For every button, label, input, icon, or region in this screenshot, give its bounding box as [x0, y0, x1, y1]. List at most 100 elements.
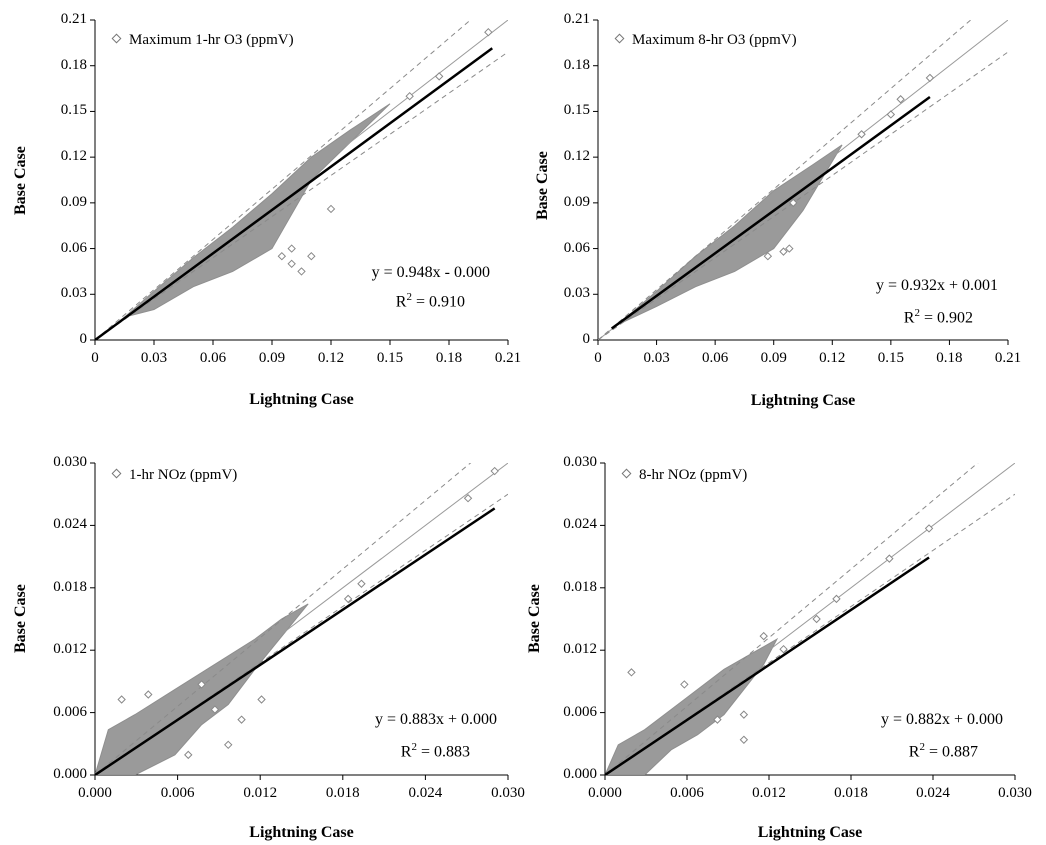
r-squared: R2 = 0.887 — [778, 742, 978, 760]
x-tick-label: 0.030 — [998, 785, 1032, 801]
r-squared-value: = 0.887 — [924, 743, 978, 761]
legend-label: 1-hr NOz (ppmV) — [129, 467, 238, 483]
legend-marker-icon — [111, 468, 122, 479]
one-to-one-line — [598, 20, 1008, 340]
data-point — [144, 690, 153, 699]
data-point — [680, 680, 689, 689]
x-tick-label: 0.006 — [670, 785, 704, 801]
r-squared-label: R — [400, 743, 412, 761]
plot-clip-group — [95, 20, 508, 340]
regression-equation: y = 0.948x - 0.000 — [371, 264, 490, 281]
y-tick-label: 0.18 — [60, 56, 87, 73]
x-axis-title: Lightning Case — [750, 392, 856, 409]
plot-area — [90, 462, 509, 780]
data-point — [197, 680, 206, 689]
y-axis-title: Base Case — [534, 151, 551, 220]
data-point-cloud — [95, 603, 309, 775]
legend-marker-icon — [111, 33, 122, 44]
data-point — [257, 695, 266, 704]
x-tick-label: 0.03 — [643, 350, 670, 366]
plot-area — [593, 19, 1009, 345]
data-point — [857, 130, 866, 139]
regression-equation: y = 0.882x + 0.000 — [880, 711, 1003, 728]
x-tick-label: 0.18 — [435, 350, 463, 366]
data-point — [739, 735, 749, 744]
y-tick-label: 0.09 — [563, 193, 590, 210]
x-tick-label: 0.12 — [317, 350, 345, 366]
x-tick-label: 0.006 — [160, 785, 195, 801]
plot-clip-group — [605, 463, 1015, 775]
regression-line — [95, 507, 496, 775]
x-tick-label: 0.15 — [376, 350, 404, 366]
y-tick-label: 0.006 — [53, 703, 87, 720]
x-tick-label: 0.018 — [834, 785, 868, 801]
x-tick-label: 0.012 — [243, 785, 278, 801]
y-tick-label: 0.018 — [53, 578, 87, 595]
data-point-cloud — [605, 637, 779, 775]
data-point — [277, 251, 287, 261]
data-point — [924, 524, 934, 533]
y-axis-title: Base Case — [526, 584, 543, 653]
y-tick-label: 0.030 — [563, 454, 597, 470]
regression-equation: y = 0.883x + 0.000 — [374, 711, 497, 728]
y-tick-label: 0.012 — [53, 641, 87, 658]
plot-area — [600, 462, 1016, 780]
data-point — [117, 695, 126, 704]
data-point — [789, 198, 798, 208]
y-axis-title: Base Case — [12, 146, 29, 215]
x-tick-label: 0.09 — [760, 350, 787, 366]
legend: Maximum 8-hr O3 (ppmV) — [614, 32, 797, 48]
y-tick-label: 0.18 — [563, 56, 590, 73]
y-tick-label: 0.018 — [563, 578, 597, 595]
lower-band-line — [598, 51, 1008, 340]
x-tick-label: 0.024 — [408, 785, 443, 801]
data-point — [357, 579, 366, 588]
data-point — [224, 740, 233, 750]
legend-label: Maximum 1-hr O3 (ppmV) — [129, 32, 294, 48]
data-point-cloud — [124, 103, 391, 318]
regression-equation: y = 0.932x + 0.001 — [875, 277, 998, 294]
y-tick-label: 0 — [79, 331, 88, 347]
data-point — [763, 251, 773, 261]
x-tick-label: 0 — [594, 350, 602, 366]
y-tick-label: 0.06 — [60, 239, 87, 256]
legend-label: 8-hr NOz (ppmV) — [639, 467, 748, 483]
data-point — [490, 466, 499, 476]
x-axis-title: Lightning Case — [757, 824, 863, 841]
legend: Maximum 1-hr O3 (ppmV) — [111, 32, 294, 48]
r-squared-label: R — [908, 743, 920, 761]
plot-clip-group — [95, 463, 508, 775]
data-point — [307, 251, 316, 261]
x-tick-label: 0.018 — [325, 785, 360, 801]
x-tick-label: 0.18 — [936, 350, 963, 366]
y-tick-label: 0.012 — [563, 641, 597, 658]
x-tick-label: 0.06 — [702, 350, 729, 366]
data-point — [627, 668, 636, 677]
x-tick-label: 0.030 — [491, 785, 525, 801]
data-point — [287, 259, 296, 269]
x-tick-label: 0.024 — [916, 785, 950, 801]
r-squared-value: = 0.883 — [416, 743, 470, 761]
chart-panel-2: 0 0.03 0.06 0.09 0.12 0.15 0.18 0.21 0 0.03 0.06 0.… — [523, 0, 1046, 420]
regression-line — [95, 47, 494, 340]
data-point — [832, 594, 841, 604]
data-point — [925, 73, 935, 83]
y-tick-label: 0.03 — [60, 285, 87, 302]
y-tick-label: 0.006 — [563, 703, 597, 720]
data-point — [739, 710, 749, 719]
y-tick-label: 0.030 — [53, 454, 87, 470]
legend-label: Maximum 8-hr O3 (ppmV) — [632, 32, 797, 48]
r-squared-value: = 0.902 — [919, 309, 973, 327]
upper-band-line — [605, 463, 979, 775]
data-point — [326, 204, 336, 214]
y-tick-label: 0.15 — [60, 102, 87, 119]
data-point — [210, 705, 220, 714]
y-tick-label: 0.024 — [53, 516, 87, 533]
data-point — [484, 27, 493, 37]
regression-line — [605, 556, 930, 775]
chart-panel-1: 0 0.03 0.06 0.09 0.12 0.15 0.18 0.21 0 0.03 0.06 0.… — [0, 0, 523, 420]
r-squared: R2 = 0.910 — [265, 292, 465, 310]
x-tick-label: 0.06 — [199, 350, 227, 366]
x-tick-label: 0.15 — [877, 350, 904, 366]
plot-area — [90, 19, 509, 345]
